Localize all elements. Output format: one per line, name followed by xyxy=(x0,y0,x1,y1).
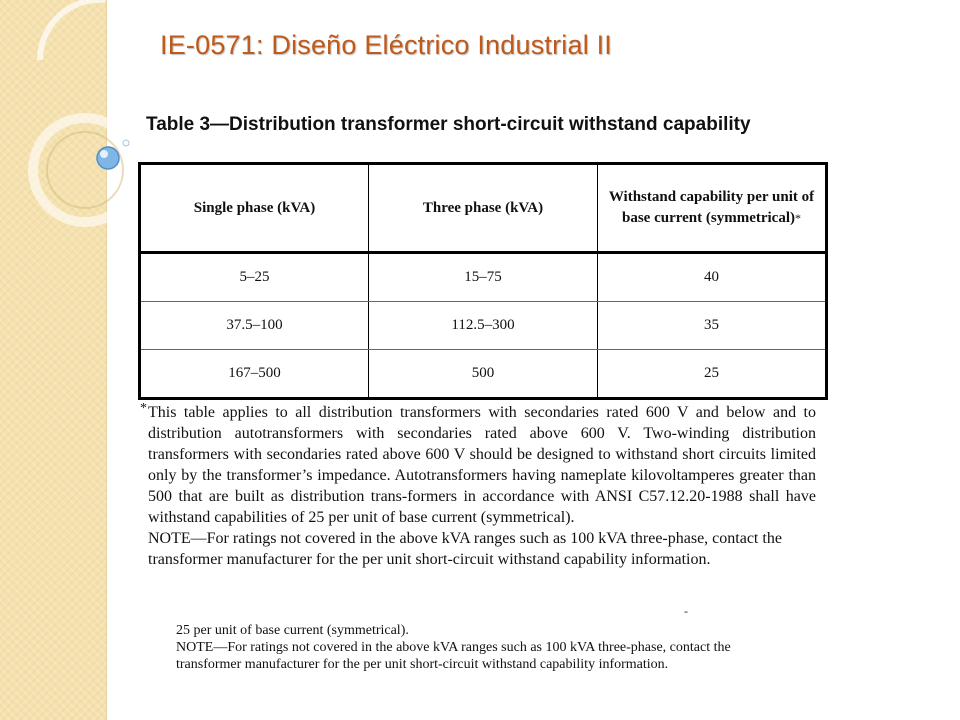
duplicate-line: 25 per unit of base current (symmetrical… xyxy=(176,623,409,638)
table-header-row: Single phase (kVA) Three phase (kVA) Wit… xyxy=(139,163,827,254)
table-cell: 25 xyxy=(597,349,827,399)
footnote-marker: * xyxy=(795,211,801,225)
document-scan: Table 3—Distribution transformer short-c… xyxy=(132,104,832,614)
table-row: 37.5–100 112.5–300 35 xyxy=(139,301,827,350)
table-cell: 15–75 xyxy=(368,252,598,302)
table-cell: 167–500 xyxy=(228,365,281,381)
duplicate-scan-fragment: 25 per unit of base current (symmetrical… xyxy=(176,622,776,673)
footnote-asterisk: * xyxy=(140,401,147,416)
table-row: 5–25 15–75 40 xyxy=(139,252,827,302)
table-caption: Table 3—Distribution transformer short-c… xyxy=(146,114,751,135)
header-single-phase: Single phase (kVA) xyxy=(139,163,369,254)
stray-mark: - xyxy=(684,604,688,618)
footnote-note: NOTE—For ratings not covered in the abov… xyxy=(148,530,782,568)
footnote-text: This table applies to all distribution t… xyxy=(148,404,816,526)
table-row: 167–500 500 25 xyxy=(140,349,827,399)
table-cell: 112.5–300 xyxy=(368,301,598,350)
table-cell: 37.5–100 xyxy=(139,301,369,350)
table-cell: 500 xyxy=(368,349,598,399)
slide-title: IE-0571: Diseño Eléctrico Industrial II xyxy=(160,30,613,60)
header-three-phase: Three phase (kVA) xyxy=(368,163,598,254)
table-cell: 40 xyxy=(597,252,827,302)
duplicate-note: NOTE—For ratings not covered in the abov… xyxy=(176,640,731,672)
decorative-rings xyxy=(28,0,142,227)
table-cell: 5–25 xyxy=(139,252,369,302)
table-cell: 35 xyxy=(597,301,827,350)
withstand-table: Single phase (kVA) Three phase (kVA) Wit… xyxy=(138,162,828,400)
table-footnote: * This table applies to all distribution… xyxy=(140,401,816,570)
header-withstand: Withstand capability per unit of base cu… xyxy=(597,163,827,254)
